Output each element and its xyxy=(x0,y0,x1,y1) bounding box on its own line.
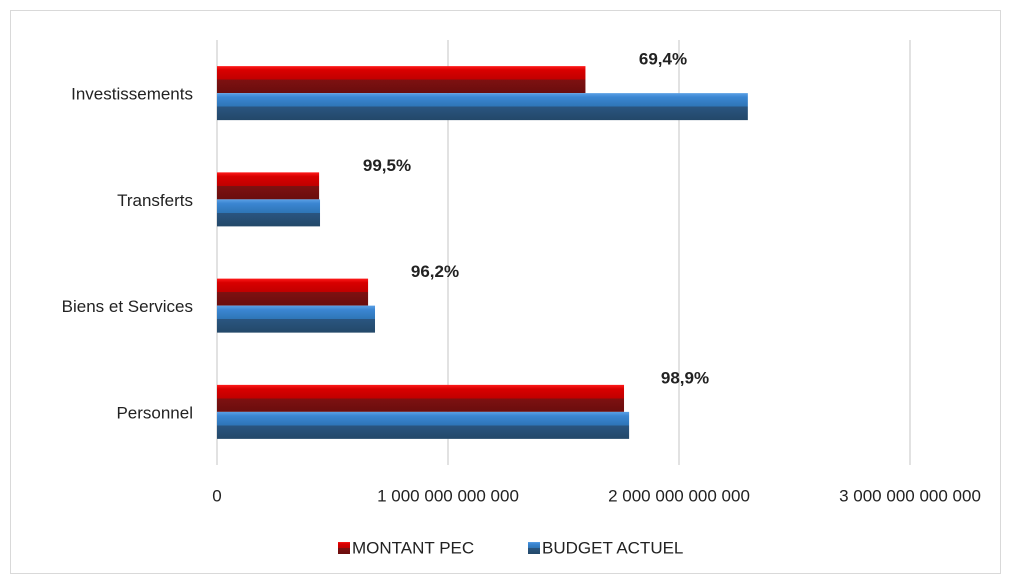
bar xyxy=(217,278,369,306)
legend-label: MONTANT PEC xyxy=(352,538,474,557)
bar xyxy=(217,384,625,412)
data-annotation: 69,4% xyxy=(639,50,687,69)
bar xyxy=(217,199,321,227)
x-tick-label: 0 xyxy=(212,486,221,505)
legend-swatch xyxy=(528,542,540,554)
bar xyxy=(217,93,748,121)
y-tick-label: Transferts xyxy=(117,191,193,210)
bar xyxy=(217,66,586,94)
x-tick-label: 2 000 000 000 000 xyxy=(608,486,750,505)
y-tick-label: Biens et Services xyxy=(62,297,193,316)
data-annotation: 98,9% xyxy=(661,368,709,387)
data-annotation: 96,2% xyxy=(411,262,459,281)
legend-swatch xyxy=(338,542,350,554)
bar xyxy=(217,305,376,333)
x-tick-label: 3 000 000 000 000 xyxy=(839,486,981,505)
bar xyxy=(217,172,320,200)
legend-label: BUDGET ACTUEL xyxy=(542,538,683,557)
bar xyxy=(217,411,630,439)
x-tick-label: 1 000 000 000 000 xyxy=(377,486,519,505)
y-tick-label: Investissements xyxy=(71,85,193,104)
data-annotation: 99,5% xyxy=(363,156,411,175)
y-tick-label: Personnel xyxy=(116,403,193,422)
chart-border xyxy=(10,10,1001,574)
